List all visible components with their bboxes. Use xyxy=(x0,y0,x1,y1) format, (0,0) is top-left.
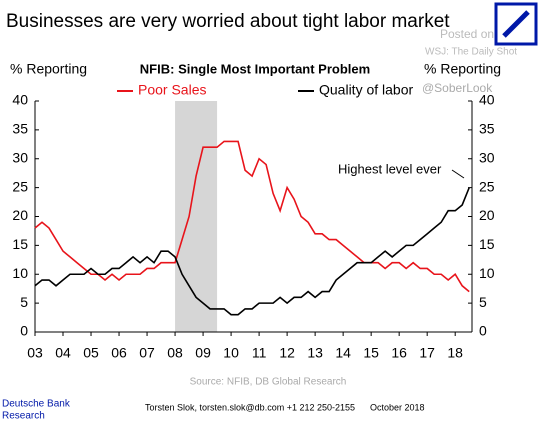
y-axis-title: % Reporting xyxy=(10,61,87,77)
x-tick-label: 12 xyxy=(279,345,295,361)
y-tick-label: 0 xyxy=(20,323,28,339)
x-tick-label: 06 xyxy=(111,345,127,361)
x-tick-label: 10 xyxy=(223,345,239,361)
footer-unit: Research xyxy=(2,411,45,422)
line-series xyxy=(34,140,470,293)
y-tick-label: 10 xyxy=(12,265,28,281)
x-tick-label: 15 xyxy=(363,345,379,361)
x-tick-label: 07 xyxy=(139,345,155,361)
x-tick-label: 18 xyxy=(447,345,463,361)
x-tick-label: 03 xyxy=(27,345,43,361)
y-tick-label: 15 xyxy=(12,236,28,252)
recession-shade xyxy=(175,101,218,332)
chart-title: Businesses are very worried about tight … xyxy=(6,11,450,32)
legend-label: Poor Sales xyxy=(138,82,206,98)
y2-tick-label: 10 xyxy=(479,265,495,281)
annotation-arrow xyxy=(451,169,465,179)
logo xyxy=(494,2,538,46)
y2-tick-label: 35 xyxy=(479,121,495,137)
y-tick-label: 5 xyxy=(20,294,28,310)
x-tick-label: 08 xyxy=(167,345,183,361)
line-series xyxy=(34,187,470,316)
y-tick-label: 25 xyxy=(12,178,28,194)
watermark: @SoberLook xyxy=(422,81,493,95)
y2-tick-label: 40 xyxy=(479,92,495,108)
x-tick-label: 17 xyxy=(419,345,435,361)
logo-slash xyxy=(502,10,530,38)
y2-tick-label: 0 xyxy=(479,323,487,339)
source: Source: NFIB, DB Global Research xyxy=(190,377,347,388)
y-tick-label: 35 xyxy=(12,121,28,137)
x-tick-label: 09 xyxy=(195,345,211,361)
y2-tick-label: 30 xyxy=(479,149,495,165)
chart-subtitle: NFIB: Single Most Important Problem xyxy=(140,61,370,76)
x-tick-label: 14 xyxy=(335,345,351,361)
y2-tick-label: 5 xyxy=(479,294,487,310)
y2-tick-label: 15 xyxy=(479,236,495,252)
x-tick-label: 04 xyxy=(55,345,71,361)
y2-axis-title: % Reporting xyxy=(424,61,501,77)
y-tick-label: 20 xyxy=(12,207,28,223)
x-tick-label: 13 xyxy=(307,345,323,361)
legend-label: Quality of labor xyxy=(319,82,413,98)
x-tick-label: 16 xyxy=(391,345,407,361)
y-tick-label: 30 xyxy=(12,149,28,165)
footer-author: Torsten Slok, torsten.slok@db.com +1 212… xyxy=(145,402,355,412)
x-tick-label: 05 xyxy=(83,345,99,361)
footer-brand: Deutsche Bank xyxy=(2,399,71,410)
y2-tick-label: 20 xyxy=(479,207,495,223)
annotation: Highest level ever xyxy=(338,161,442,176)
y-tick-label: 40 xyxy=(12,92,28,108)
footer-date: October 2018 xyxy=(370,402,425,412)
watermark: Posted on xyxy=(440,27,494,41)
watermark: WSJ: The Daily Shot xyxy=(425,47,517,58)
x-tick-label: 11 xyxy=(252,345,267,361)
y2-tick-label: 25 xyxy=(479,178,495,194)
